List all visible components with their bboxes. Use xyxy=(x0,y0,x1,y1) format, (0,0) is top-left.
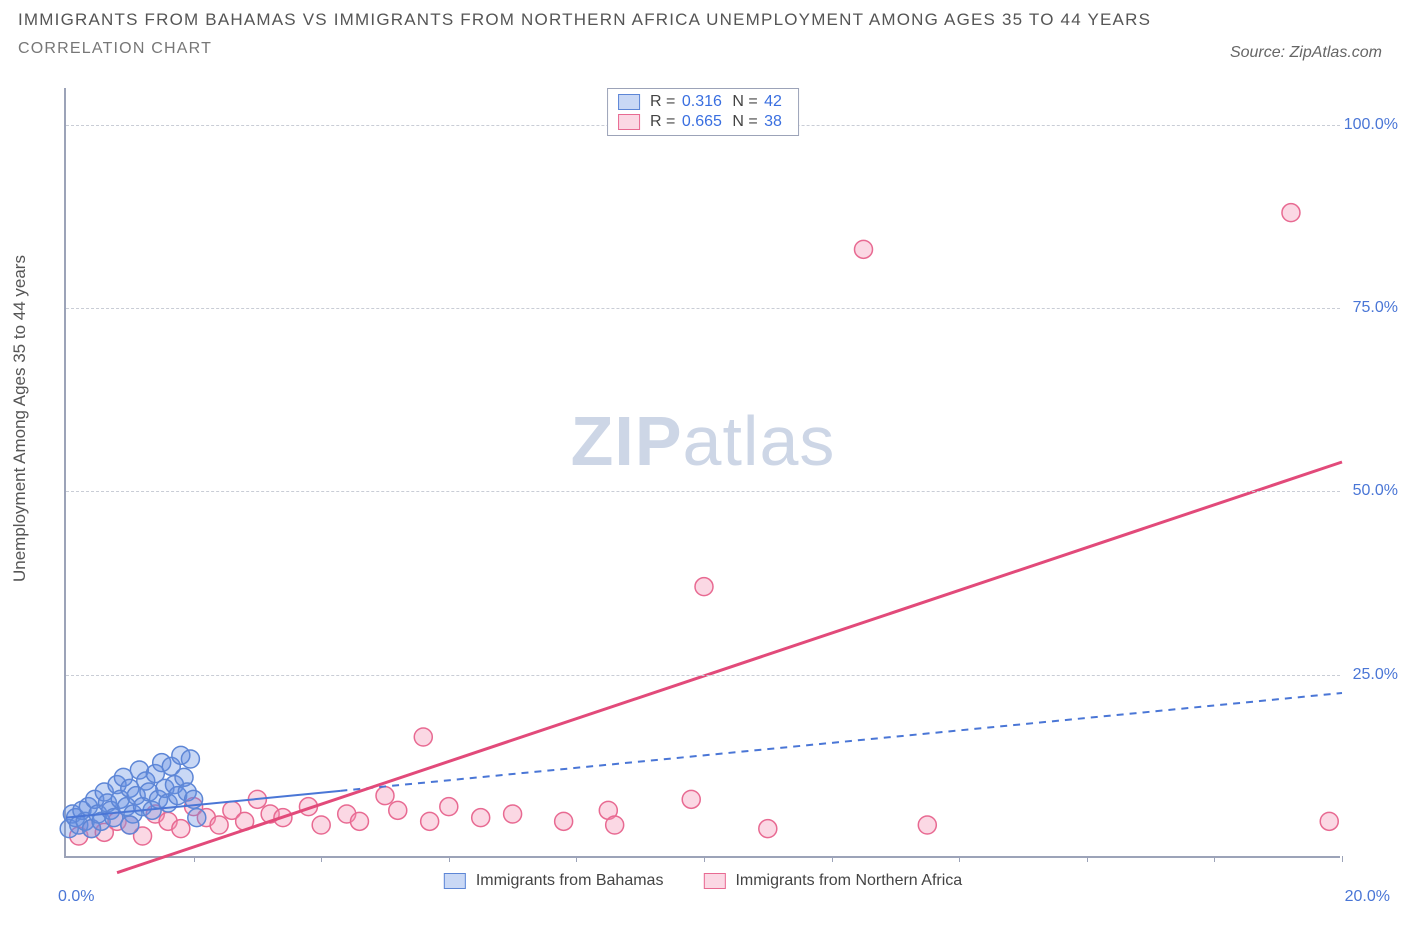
stats-row-bahamas: R = 0.316 N = 42 xyxy=(618,93,788,111)
correlation-chart: Unemployment Among Ages 35 to 44 years Z… xyxy=(0,82,1406,930)
legend-label-nafrica: Immigrants from Northern Africa xyxy=(735,872,962,890)
x-axis-min: 0.0% xyxy=(58,888,94,906)
page-subtitle: CORRELATION CHART xyxy=(18,40,1151,58)
page-title: IMMIGRANTS FROM BAHAMAS VS IMMIGRANTS FR… xyxy=(18,10,1151,30)
y-axis-label: Unemployment Among Ages 35 to 44 years xyxy=(10,255,30,582)
legend-item-bahamas: Immigrants from Bahamas xyxy=(444,872,664,890)
x-axis-max: 20.0% xyxy=(1345,888,1390,906)
swatch-nafrica xyxy=(618,114,640,130)
series-legend: Immigrants from Bahamas Immigrants from … xyxy=(444,872,962,890)
swatch-bahamas xyxy=(618,94,640,110)
swatch-bahamas-icon xyxy=(444,873,466,889)
legend-item-nafrica: Immigrants from Northern Africa xyxy=(703,872,962,890)
y-tick: 25.0% xyxy=(1353,666,1398,684)
swatch-nafrica-icon xyxy=(703,873,725,889)
y-tick: 50.0% xyxy=(1353,482,1398,500)
stats-legend: R = 0.316 N = 42 R = 0.665 N = 38 xyxy=(607,88,799,136)
source-label: Source: ZipAtlas.com xyxy=(1230,44,1382,62)
stats-row-nafrica: R = 0.665 N = 38 xyxy=(618,113,788,131)
legend-label-bahamas: Immigrants from Bahamas xyxy=(476,872,664,890)
y-tick: 100.0% xyxy=(1344,116,1398,134)
plot-area: ZIPatlas R = 0.316 N = 42 R = 0.665 N = … xyxy=(64,88,1340,858)
svg-layer xyxy=(66,88,1340,856)
y-tick: 75.0% xyxy=(1353,299,1398,317)
